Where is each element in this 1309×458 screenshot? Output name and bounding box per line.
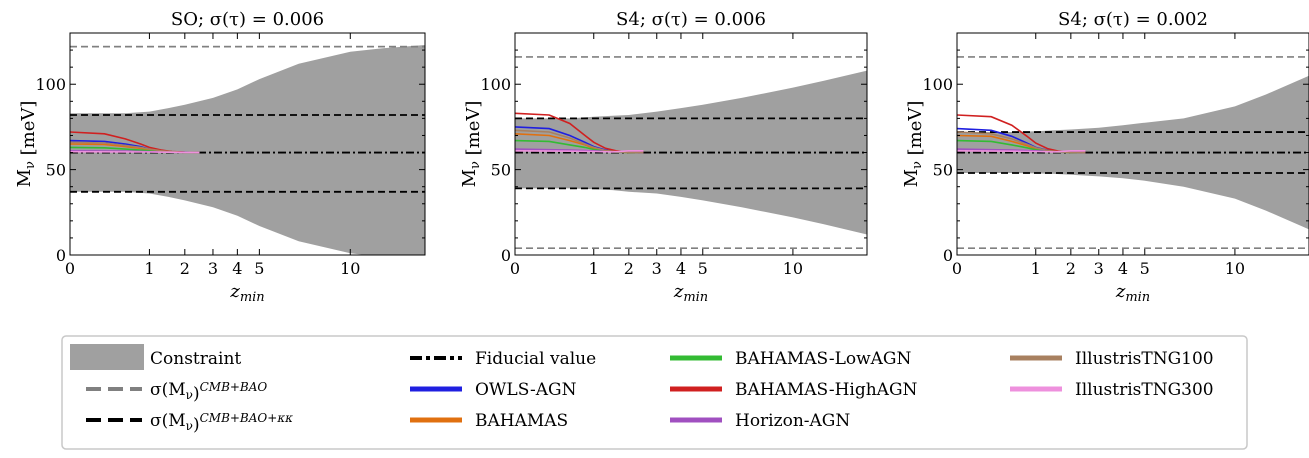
y-axis-label: Mν [meV]: [901, 101, 926, 188]
y-tick-label: 100: [480, 75, 511, 94]
legend-label: OWLS-AGN: [475, 380, 577, 400]
legend-item-7: BAHAMAS-LowAGN: [670, 349, 912, 369]
x-tick-label: 0: [952, 259, 962, 278]
series-illustristng300: [515, 150, 644, 153]
legend-swatch: [70, 344, 144, 370]
y-tick-label: 0: [943, 246, 953, 265]
y-tick-label: 50: [491, 161, 511, 180]
legend-label: Constraint: [150, 349, 241, 369]
plot-area: [70, 45, 425, 255]
legend-label: BAHAMAS-LowAGN: [735, 349, 912, 369]
x-tick-label: 10: [783, 259, 803, 278]
series-illustristng300: [957, 150, 1086, 153]
x-tick-label: 5: [254, 259, 264, 278]
legend-label: BAHAMAS-HighAGN: [735, 380, 918, 400]
legend-item-2: σ(Mν)CMB+BAO: [86, 380, 267, 404]
x-tick-label: 2: [1066, 259, 1076, 278]
x-tick-label: 4: [676, 259, 686, 278]
x-tick-label: 5: [1140, 259, 1150, 278]
x-tick-label: 1: [144, 259, 154, 278]
y-axis-label: Mν [meV]: [459, 101, 484, 188]
x-tick-label: 3: [1094, 259, 1104, 278]
y-tick-label: 50: [933, 161, 953, 180]
legend-item-10: IllustrisTNG100: [1010, 349, 1214, 369]
y-tick-label: 0: [56, 246, 66, 265]
legend-label: IllustrisTNG300: [1075, 380, 1214, 400]
plot-area: [515, 56, 867, 249]
x-tick-label: 4: [232, 259, 242, 278]
legend-item-8: BAHAMAS-HighAGN: [670, 380, 918, 400]
constraint-band: [70, 45, 425, 255]
x-tick-label: 2: [180, 259, 190, 278]
x-tick-label: 3: [208, 259, 218, 278]
x-tick-label: 1: [589, 259, 599, 278]
legend-item-5: OWLS-AGN: [410, 380, 577, 400]
legend-label: Fiducial value: [475, 349, 596, 369]
x-tick-label: 5: [698, 259, 708, 278]
panel-title: S4; σ(τ) = 0.006: [616, 9, 766, 30]
plot-frame: [69, 32, 426, 256]
x-tick-label: 10: [1225, 259, 1245, 278]
legend-item-6: BAHAMAS: [410, 411, 568, 431]
legend-item-9: Horizon-AGN: [670, 411, 850, 431]
x-tick-label: 4: [1118, 259, 1128, 278]
legend-label: Horizon-AGN: [735, 411, 850, 431]
x-tick-label: 2: [624, 259, 634, 278]
panel-title: SO; σ(τ) = 0.006: [171, 9, 324, 30]
y-axis-label: Mν [meV]: [14, 101, 39, 188]
x-axis-label: zmin: [1115, 281, 1150, 305]
x-axis-label: zmin: [229, 281, 264, 305]
legend-box: [61, 335, 1248, 450]
y-tick-label: 100: [922, 75, 953, 94]
x-tick-label: 3: [652, 259, 662, 278]
series-illustristng100: [515, 129, 644, 154]
plot-frame: [956, 32, 1309, 256]
series-illustristng100: [957, 131, 1086, 154]
y-tick-label: 0: [501, 246, 511, 265]
legend: Constraint σ(Mν)CMB+BAO σ(Mν)CMB+BAO+κκ Fid…: [61, 335, 1248, 450]
panel-title: S4; σ(τ) = 0.002: [1058, 9, 1208, 30]
y-tick-label: 100: [35, 75, 66, 94]
legend-item-1: Constraint: [70, 344, 241, 370]
x-axis-label: zmin: [673, 281, 708, 305]
plot-area: [957, 56, 1309, 249]
x-tick-label: 0: [65, 259, 75, 278]
plot-frame: [514, 32, 868, 256]
legend-item-4: Fiducial value: [410, 349, 596, 369]
series-illustristng300: [70, 150, 200, 154]
legend-item-11: IllustrisTNG300: [1010, 380, 1214, 400]
legend-label: IllustrisTNG100: [1075, 349, 1214, 369]
legend-label: σ(Mν)CMB+BAO+κκ: [150, 411, 293, 435]
legend-item-3: σ(Mν)CMB+BAO+κκ: [86, 411, 293, 435]
legend-label: σ(Mν)CMB+BAO: [150, 380, 267, 404]
x-tick-label: 1: [1031, 259, 1041, 278]
x-tick-label: 0: [510, 259, 520, 278]
y-tick-label: 50: [46, 161, 66, 180]
x-tick-label: 10: [340, 259, 360, 278]
legend-label: BAHAMAS: [475, 411, 568, 431]
